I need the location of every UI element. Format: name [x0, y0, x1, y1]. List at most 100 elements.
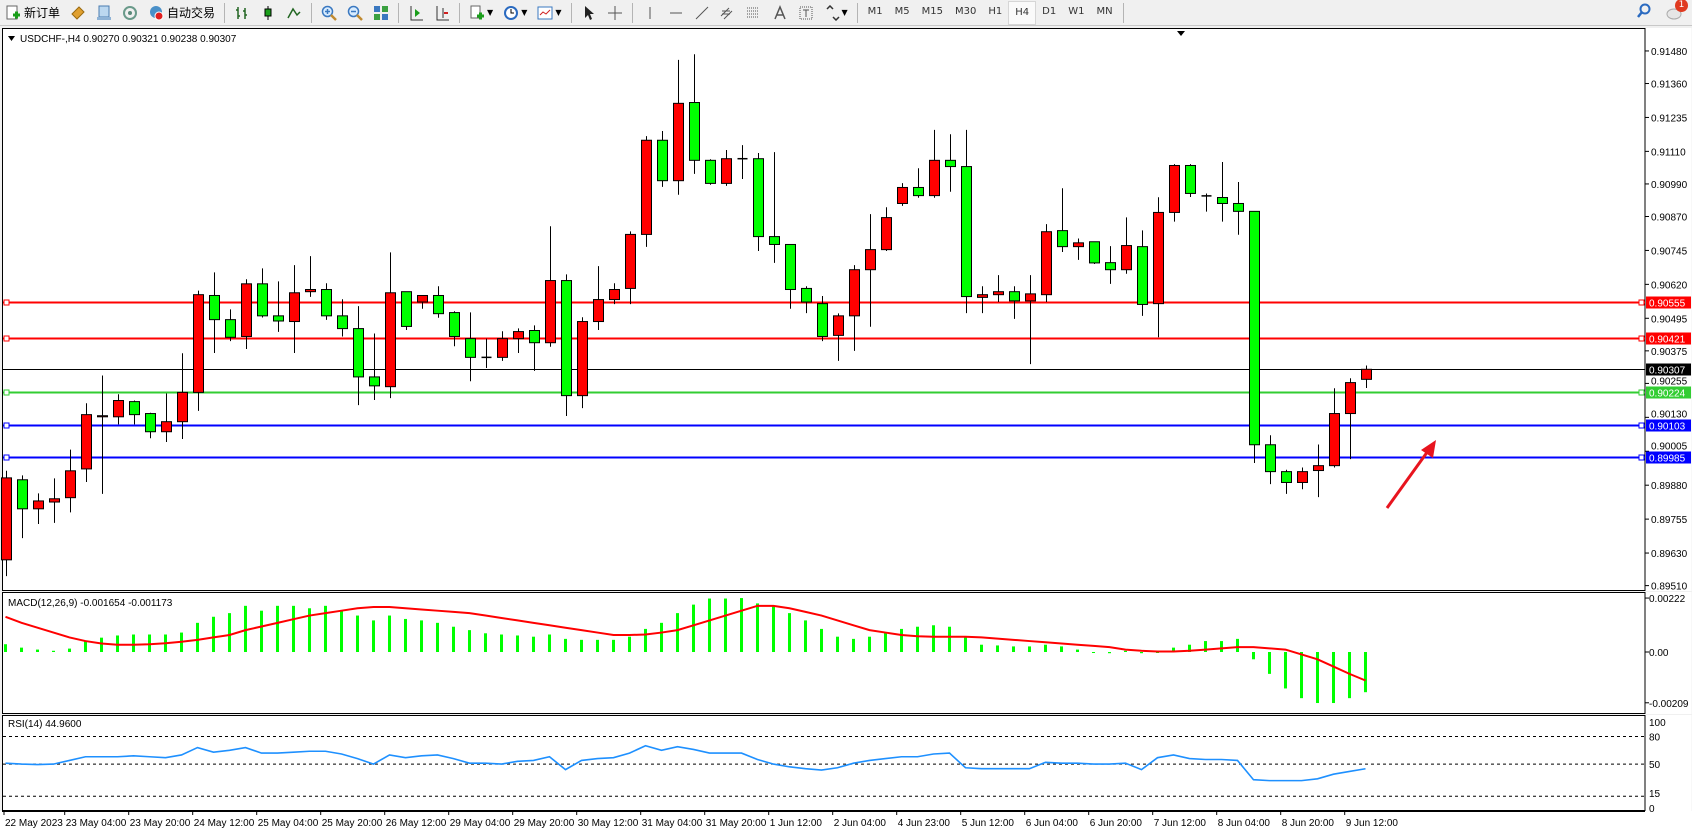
- candle-body: [129, 401, 140, 416]
- arrows-button[interactable]: ▼: [820, 2, 852, 24]
- macd-histogram-bar: [1172, 647, 1175, 652]
- macd-histogram-bar: [340, 610, 343, 652]
- candle-body: [225, 319, 236, 338]
- vertical-line-button[interactable]: [638, 2, 662, 24]
- macd-histogram-bar: [516, 635, 519, 652]
- line-handle: [1638, 454, 1645, 461]
- tile-windows-button[interactable]: [369, 2, 393, 24]
- candle-body: [561, 280, 572, 397]
- timeframe-h4[interactable]: H4: [1008, 0, 1037, 25]
- time-tick-label: 7 Jun 12:00: [1154, 818, 1207, 829]
- candle-body: [785, 243, 796, 291]
- crosshair-icon: [607, 5, 623, 21]
- timeframe-w1[interactable]: W1: [1068, 6, 1085, 17]
- timeframe-mn[interactable]: MN: [1096, 6, 1113, 17]
- candle-body: [49, 498, 60, 503]
- candle: [849, 265, 860, 351]
- candle: [129, 400, 140, 425]
- price-tick-label: 0.90620: [1651, 280, 1688, 291]
- candle: [1345, 378, 1356, 460]
- chart-window[interactable]: 0.91480 0.91360 0.91235 0.91110 0.90990 0.908…: [0, 26, 1692, 837]
- macd-histogram-bar: [1300, 652, 1303, 699]
- toolbar-separator: [1122, 2, 1124, 23]
- macd-histogram-bar: [820, 628, 823, 652]
- candle: [209, 272, 220, 354]
- cursor-button[interactable]: [577, 2, 601, 24]
- candlestick-button[interactable]: [256, 2, 280, 24]
- chart-menu-triangle-icon: [8, 36, 15, 41]
- equidistant-channel-button[interactable]: [716, 2, 740, 24]
- candle-body: [993, 291, 1004, 296]
- crosshair-button[interactable]: [603, 2, 627, 24]
- macd-histogram-bar: [276, 605, 279, 652]
- macd-histogram-bar: [596, 639, 599, 652]
- timeframe-m5[interactable]: M5: [894, 6, 910, 17]
- price-label-box: [1646, 296, 1691, 309]
- text-tool-icon: [772, 4, 788, 21]
- fibonacci-button[interactable]: [742, 2, 766, 24]
- candle: [945, 134, 956, 192]
- candle: [1249, 210, 1260, 463]
- macd-histogram-bar: [436, 622, 439, 652]
- candle-body: [161, 421, 172, 433]
- macd-histogram-bar: [548, 634, 551, 652]
- candle: [1073, 238, 1084, 260]
- trendline-button[interactable]: [690, 2, 714, 24]
- horizontal-line-button[interactable]: [664, 2, 688, 24]
- auto-scroll-button[interactable]: [404, 2, 428, 24]
- macd-histogram-bar: [1332, 652, 1335, 704]
- macd-histogram-bar: [756, 603, 759, 652]
- timeframe-h1[interactable]: H1: [988, 6, 1003, 17]
- candle-body: [65, 470, 76, 499]
- indicators-button[interactable]: ▼: [465, 2, 497, 24]
- macd-histogram-bar: [804, 620, 807, 652]
- bar-chart-button[interactable]: [230, 2, 254, 24]
- notifications-button[interactable]: 1: [1666, 0, 1688, 20]
- timeframe-m30[interactable]: M30: [955, 6, 977, 17]
- time-tick-label: 31 May 04:00: [642, 818, 703, 829]
- candle: [177, 353, 188, 440]
- candle-body: [721, 158, 732, 184]
- candle: [609, 283, 620, 305]
- macd-histogram-bar: [692, 604, 695, 652]
- text-label-button[interactable]: [794, 2, 818, 24]
- candle: [513, 328, 524, 354]
- zoom-out-button[interactable]: [343, 2, 367, 24]
- timeframe-d1[interactable]: D1: [1042, 6, 1057, 17]
- time-tick-label: 6 Jun 04:00: [1026, 818, 1079, 829]
- chart-shift-icon: [434, 5, 450, 21]
- candle-body: [113, 400, 124, 418]
- macd-histogram-bar: [1076, 649, 1079, 652]
- timeframe-m1[interactable]: M1: [867, 6, 883, 17]
- zoom-in-button[interactable]: [317, 2, 341, 24]
- toolbar: 新订单 自动交易 ▼ ▼ ▼ ▼ M1 M5 M15 M30 H1 H4 D1 W1 MN 1: [0, 0, 1692, 26]
- candle-body: [753, 158, 764, 238]
- zoom-out-icon: [347, 5, 363, 21]
- macd-histogram-bar: [788, 613, 791, 652]
- signals-button[interactable]: [118, 2, 142, 24]
- periodicity-button[interactable]: ▼: [499, 2, 531, 24]
- timeframe-m15[interactable]: M15: [921, 6, 944, 17]
- auto-trading-button[interactable]: 自动交易: [144, 2, 219, 24]
- candle-body: [545, 280, 556, 344]
- macd-histogram-bar: [1140, 652, 1143, 654]
- candle-body: [1249, 210, 1260, 446]
- candle: [577, 317, 588, 409]
- text-button[interactable]: [768, 2, 792, 24]
- candle-body: [433, 294, 444, 315]
- notification-badge: 1: [1675, 0, 1688, 12]
- new-order-icon: [5, 5, 21, 21]
- time-tick-label: 31 May 20:00: [706, 818, 767, 829]
- terminal-button[interactable]: [92, 2, 116, 24]
- chart-shift-button[interactable]: [430, 2, 454, 24]
- new-order-button[interactable]: 新订单: [1, 2, 64, 24]
- candle: [481, 338, 492, 368]
- search-icon[interactable]: [1636, 3, 1652, 19]
- macd-histogram-bar: [996, 645, 999, 652]
- history-button[interactable]: [66, 2, 90, 24]
- line-handle: [3, 389, 10, 396]
- line-chart-button[interactable]: [282, 2, 306, 24]
- candle: [305, 256, 316, 297]
- time-tick-label: 30 May 12:00: [578, 818, 639, 829]
- templates-button[interactable]: ▼: [533, 2, 565, 24]
